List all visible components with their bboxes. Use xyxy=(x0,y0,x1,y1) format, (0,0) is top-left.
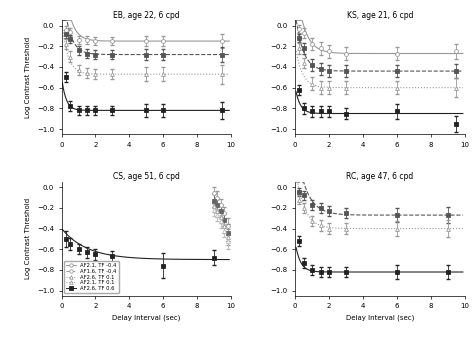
Y-axis label: Log Contrast Threshold: Log Contrast Threshold xyxy=(25,37,31,118)
Title: RC, age 47, 6 cpd: RC, age 47, 6 cpd xyxy=(346,172,413,181)
Legend: AF2.1, TF -0.4, AF1.6, TF -0.4, AF2.6, TF 0.1, AF2.1, TF 0.1, AF2.6, TF 0.6: AF2.1, TF -0.4, AF1.6, TF -0.4, AF2.6, T… xyxy=(64,261,118,293)
Y-axis label: Log Contrast Threshold: Log Contrast Threshold xyxy=(25,198,31,279)
X-axis label: Delay Interval (sec): Delay Interval (sec) xyxy=(346,315,414,322)
Title: KS, age 21, 6 cpd: KS, age 21, 6 cpd xyxy=(346,11,413,20)
X-axis label: Delay Interval (sec): Delay Interval (sec) xyxy=(112,315,181,322)
Title: CS, age 51, 6 cpd: CS, age 51, 6 cpd xyxy=(113,172,180,181)
Title: EB, age 22, 6 cpd: EB, age 22, 6 cpd xyxy=(113,11,180,20)
